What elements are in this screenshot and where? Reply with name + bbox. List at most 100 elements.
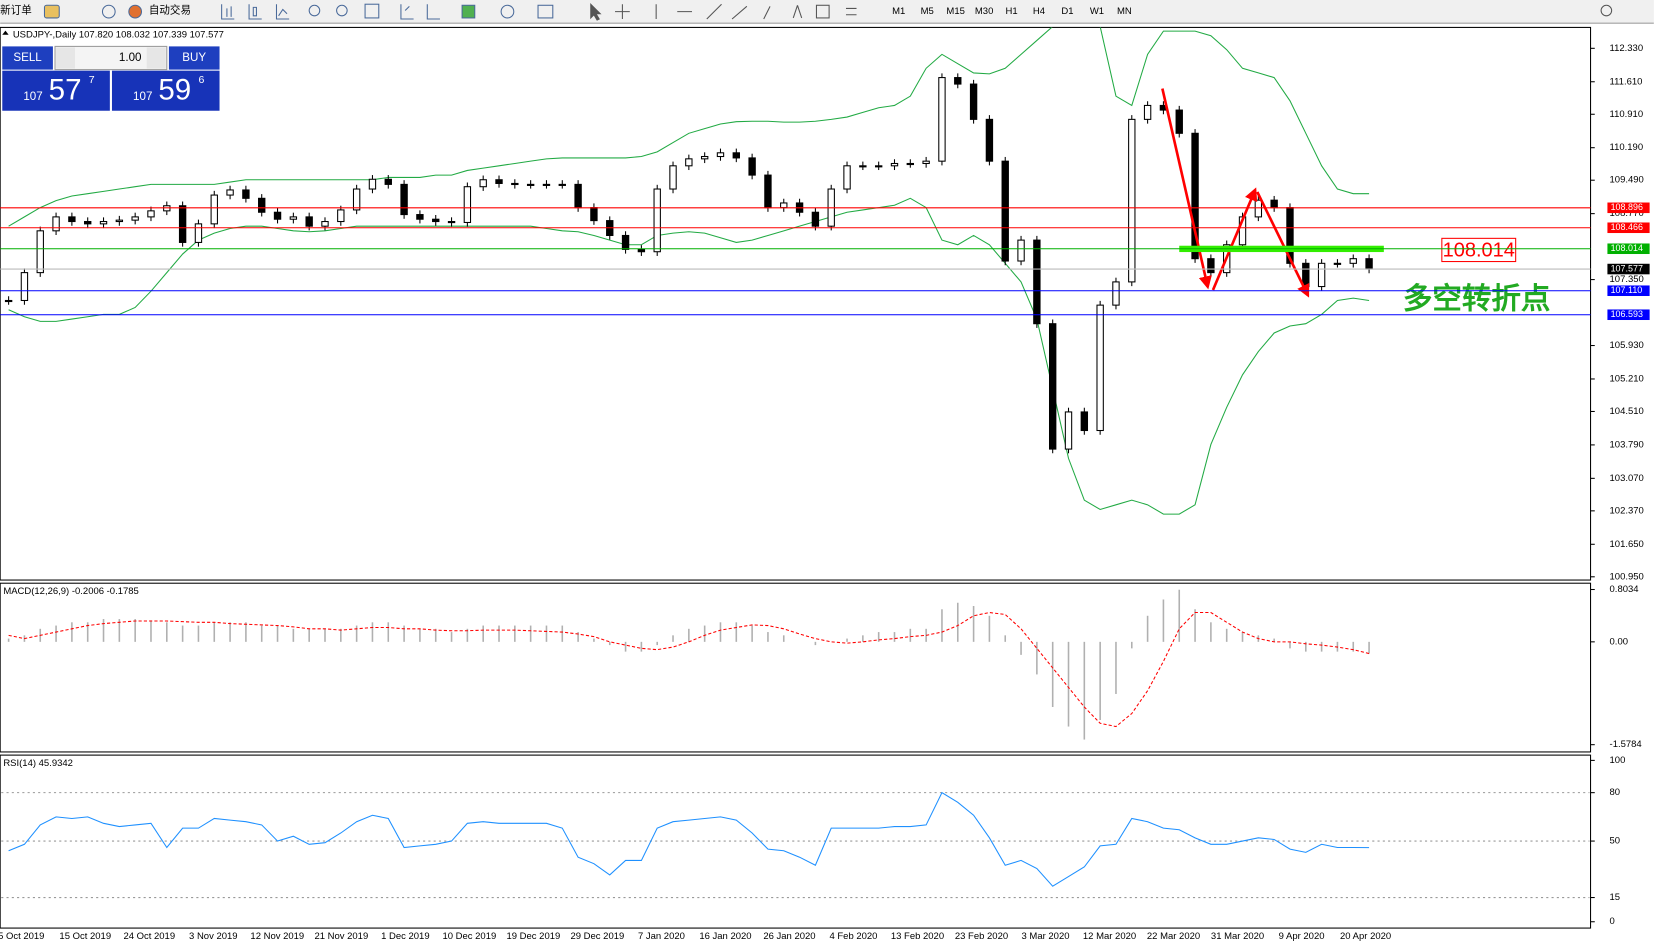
icon[interactable]: [426, 4, 440, 20]
toolbar-button[interactable]: 新订单: [0, 3, 32, 16]
x-tick-label: 20 Apr 2020: [1340, 931, 1391, 942]
lot-up[interactable]: [146, 47, 166, 69]
arrow: [1161, 88, 1212, 290]
candle: [954, 77, 962, 85]
candle: [131, 216, 139, 221]
candle: [337, 209, 345, 223]
candle: [526, 183, 535, 186]
lot-input[interactable]: [54, 45, 168, 71]
icon[interactable]: [336, 4, 348, 17]
candle: [289, 216, 298, 220]
level-label: 106.593: [1611, 309, 1643, 319]
candle: [52, 216, 60, 232]
x-tick-label: 31 Mar 2020: [1211, 931, 1264, 942]
candle: [1017, 239, 1025, 262]
timeframe-button[interactable]: W1: [1090, 6, 1104, 17]
x-tick-label: 9 Apr 2020: [1279, 931, 1325, 942]
icon[interactable]: [537, 4, 554, 19]
candle: [1365, 258, 1373, 270]
icon[interactable]: [655, 3, 803, 20]
sell-button[interactable]: [2, 46, 53, 70]
timeframe-button[interactable]: MN: [1117, 6, 1132, 17]
x-tick-label: 13 Feb 2020: [891, 931, 944, 942]
level-tag: [1607, 263, 1650, 275]
candle: [669, 165, 677, 190]
icon[interactable]: [221, 4, 235, 20]
timeframe-button[interactable]: D1: [1061, 6, 1073, 17]
candle: [1349, 258, 1357, 264]
y-tick-label: 100: [1610, 755, 1626, 766]
toolbar-button[interactable]: 自动交易: [149, 3, 191, 16]
icon[interactable]: [815, 4, 830, 19]
icon[interactable]: [400, 4, 414, 20]
candle: [621, 234, 630, 250]
timeframe-button[interactable]: H4: [1033, 6, 1045, 17]
candle: [1048, 323, 1057, 450]
x-tick-label: 5 Oct 2019: [0, 931, 44, 942]
candle: [1143, 104, 1152, 120]
macd-panel: [0, 582, 1592, 753]
candle: [780, 202, 788, 209]
candle: [732, 152, 740, 159]
search-icon[interactable]: [1600, 4, 1613, 17]
y-tick-label: 0: [1610, 916, 1615, 927]
icon[interactable]: [101, 4, 116, 19]
candle: [178, 205, 187, 243]
upper-band: [8, 27, 1370, 227]
y-tick-label: 105.210: [1610, 373, 1644, 384]
ask-box[interactable]: [111, 70, 220, 111]
timeframe-button[interactable]: M5: [921, 6, 934, 17]
icon[interactable]: [275, 4, 290, 20]
y-tick-label: 100.950: [1610, 571, 1644, 582]
collapse-icon[interactable]: [2, 30, 9, 35]
candle: [1254, 199, 1263, 218]
candle: [321, 221, 329, 227]
candle: [115, 219, 124, 223]
candle: [416, 214, 424, 220]
icon[interactable]: [615, 4, 630, 19]
icon[interactable]: [43, 4, 60, 19]
icon[interactable]: [461, 4, 476, 19]
y-tick-label: 110.910: [1610, 109, 1644, 120]
level-label: 108.014: [1611, 243, 1643, 253]
timeframe-button[interactable]: M30: [975, 6, 993, 17]
sell-label[interactable]: SELL: [13, 51, 42, 64]
buy-button[interactable]: [168, 46, 220, 70]
candle: [479, 179, 487, 188]
icon[interactable]: [308, 4, 321, 17]
lot-value[interactable]: 1.00: [119, 51, 142, 64]
level-tag: [1607, 202, 1650, 214]
candle: [305, 216, 313, 227]
candle: [637, 248, 646, 253]
icon[interactable]: [248, 4, 262, 20]
candle: [843, 165, 851, 190]
turning-point-note: 多空转折点: [1403, 282, 1551, 315]
icon[interactable]: [590, 2, 602, 21]
icon[interactable]: [500, 4, 515, 19]
candle: [242, 189, 250, 199]
y-tick-label: 104.510: [1610, 406, 1644, 417]
timeframe-button[interactable]: M1: [892, 6, 905, 17]
icon[interactable]: [128, 4, 143, 19]
level-tag: [1607, 309, 1650, 321]
icon[interactable]: [845, 7, 857, 16]
bid-main: 57: [49, 74, 82, 107]
x-tick-label: 12 Nov 2019: [250, 931, 304, 942]
candle: [273, 211, 282, 220]
timeframe-button[interactable]: H1: [1005, 6, 1017, 17]
candle: [447, 221, 456, 224]
candle: [1333, 262, 1342, 265]
candle: [99, 221, 108, 225]
candle: [874, 165, 883, 168]
buy-label[interactable]: BUY: [182, 51, 206, 64]
chart-title: USDJPY-,Daily 107.820 108.032 107.339 10…: [13, 29, 224, 40]
candle: [20, 272, 29, 302]
x-tick-label: 12 Mar 2020: [1083, 931, 1136, 942]
y-tick-label: 102.370: [1610, 505, 1644, 516]
icon[interactable]: [364, 3, 380, 19]
rsi-title: RSI(14) 45.9342: [3, 758, 73, 769]
candle: [400, 183, 408, 216]
timeframe-button[interactable]: M15: [946, 6, 964, 17]
bid-box[interactable]: [2, 70, 110, 111]
lot-down[interactable]: [56, 47, 76, 69]
